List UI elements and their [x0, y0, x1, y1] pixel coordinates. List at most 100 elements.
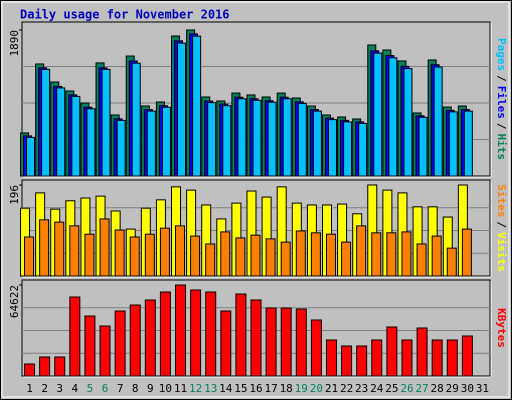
bar [175, 284, 187, 377]
legend-separator: / [495, 75, 508, 82]
y-tick-label: 1890 [8, 30, 21, 57]
x-tick-label: 9 [147, 382, 154, 395]
legend-entry: Pages [495, 38, 508, 71]
bar [129, 236, 140, 277]
x-tick-label: 14 [219, 382, 233, 395]
legend-entry: Visits [495, 232, 508, 272]
y-tick-label: 64622 [8, 285, 21, 318]
bar [463, 110, 473, 177]
x-tick-label: 23 [355, 382, 368, 395]
x-tick-label: 15 [234, 382, 247, 395]
bar [388, 57, 398, 177]
legend: Pages / Files / Hits [495, 38, 508, 160]
bar [252, 99, 262, 177]
legend: Sites / Visits [495, 184, 508, 272]
x-tick-label: 17 [264, 382, 277, 395]
bar [401, 339, 413, 377]
legend-entry: Files [495, 86, 508, 119]
bar [207, 102, 217, 177]
bar [371, 339, 383, 377]
bar [371, 232, 382, 277]
bar [159, 291, 171, 377]
bar [280, 307, 292, 377]
bar [358, 122, 368, 177]
bar [431, 235, 442, 277]
bar [343, 121, 353, 177]
chart-title: Daily usage for November 2016 [20, 8, 230, 22]
bar [84, 315, 96, 377]
legend: KBytes [495, 308, 508, 348]
bar [101, 68, 111, 177]
bar [341, 241, 352, 277]
bar [99, 218, 110, 277]
bar [24, 236, 35, 277]
bar [205, 291, 217, 377]
bar [39, 219, 50, 277]
bar [403, 68, 413, 177]
bar [310, 319, 322, 377]
x-tick-label: 13 [204, 382, 217, 395]
bar [220, 310, 232, 377]
bar [146, 110, 156, 177]
x-tick-label: 25 [385, 382, 398, 395]
bar [310, 232, 321, 277]
x-tick-label: 18 [280, 382, 293, 395]
bar [114, 229, 125, 277]
bar [295, 308, 307, 377]
bar [129, 304, 141, 377]
legend-entry: Sites [495, 184, 508, 217]
bar [433, 66, 443, 177]
bar [84, 233, 95, 277]
bar [265, 307, 277, 377]
bar [461, 335, 473, 377]
bar [418, 116, 428, 177]
x-tick-label: 6 [102, 382, 109, 395]
bar [24, 363, 36, 377]
bar [177, 42, 187, 177]
bar [325, 339, 337, 377]
bar [99, 325, 111, 377]
bar [448, 111, 458, 177]
bar [461, 228, 472, 277]
bar [235, 237, 246, 277]
bar [235, 293, 247, 377]
bar [161, 106, 171, 177]
bar [54, 356, 66, 377]
bar [416, 243, 427, 277]
bar [327, 119, 337, 177]
x-tick-label: 21 [325, 382, 338, 395]
bar [267, 101, 277, 177]
x-tick-label: 11 [174, 382, 187, 395]
bar [175, 225, 186, 277]
bar [41, 68, 51, 177]
bar [250, 234, 261, 277]
x-tick-label: 8 [132, 382, 139, 395]
bar [190, 289, 202, 377]
bar [312, 110, 322, 177]
x-tick-label: 22 [340, 382, 353, 395]
bar [192, 35, 202, 177]
bar [356, 345, 368, 377]
x-tick-label: 28 [431, 382, 444, 395]
x-tick-label: 20 [310, 382, 323, 395]
bar [431, 339, 443, 377]
x-tick-label: 27 [415, 382, 428, 395]
bar [71, 95, 81, 177]
bar [416, 327, 428, 377]
bar [205, 243, 216, 277]
bar [54, 221, 65, 277]
bar [39, 356, 51, 377]
x-tick-label: 4 [72, 382, 79, 395]
legend-separator: / [495, 221, 508, 228]
bar [280, 241, 291, 277]
bar [356, 225, 367, 277]
x-tick-label: 29 [446, 382, 459, 395]
bar [56, 87, 66, 177]
bar [159, 227, 170, 277]
bar [297, 102, 307, 177]
bar [446, 247, 457, 277]
x-tick-label: 31 [476, 382, 489, 395]
bar [116, 119, 126, 177]
